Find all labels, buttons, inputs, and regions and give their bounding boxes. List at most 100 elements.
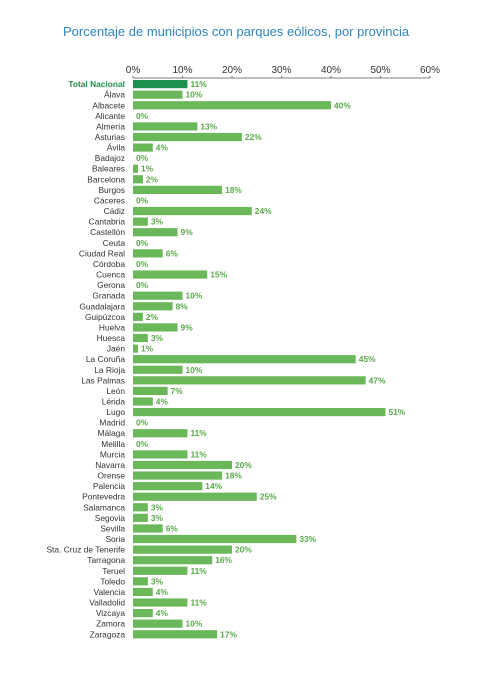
x-tick-label: 40% (321, 65, 341, 76)
category-label: Tarragona (87, 555, 125, 565)
category-label: Soria (105, 534, 125, 544)
value-label: 11% (190, 79, 207, 89)
category-label: Sevilla (100, 523, 125, 533)
value-label: 10% (186, 365, 203, 375)
category-label: Palencia (93, 481, 125, 491)
category-label: Guipúzcoa (85, 312, 125, 322)
category-label: Jaén (107, 344, 126, 354)
x-tick-label: 30% (271, 65, 291, 76)
value-label: 2% (146, 174, 159, 184)
value-label: 4% (156, 143, 169, 153)
bar (133, 312, 143, 321)
bar (133, 460, 232, 470)
category-label: Alicante (95, 111, 125, 121)
value-label: 9% (181, 227, 194, 237)
category-label: Teruel (102, 566, 125, 576)
category-label: Cantabria (89, 217, 126, 227)
bar (133, 323, 178, 332)
value-label: 20% (235, 545, 252, 555)
bar (133, 206, 252, 216)
category-label: Zamora (96, 619, 125, 629)
category-label: Navarra (95, 460, 125, 470)
category-label: Baleares (92, 164, 125, 174)
bar (133, 524, 163, 533)
bar (133, 450, 188, 459)
bar (133, 90, 183, 99)
category-label: Barcelona (87, 174, 125, 184)
bar (133, 503, 148, 512)
bar (133, 80, 188, 89)
bar (133, 185, 223, 194)
bar (133, 101, 331, 110)
bar (133, 407, 386, 417)
value-label: 3% (151, 502, 164, 512)
category-label: Asturias (95, 132, 125, 142)
category-label: Lérida (102, 397, 126, 407)
value-label: 22% (245, 132, 262, 142)
bar (133, 376, 366, 385)
bar (133, 619, 183, 628)
category-label: Cáceres (94, 195, 125, 205)
value-label: 8% (176, 301, 189, 311)
category-label: Huesca (97, 333, 126, 343)
category-label: Ceuta (103, 238, 126, 248)
bar (133, 333, 148, 343)
value-label: 6% (166, 523, 179, 533)
bar (133, 534, 297, 544)
value-label: 16% (215, 555, 232, 565)
value-label: 11% (190, 449, 207, 459)
value-label: 25% (260, 492, 277, 502)
bar (133, 302, 173, 311)
category-label: Ávila (107, 143, 125, 153)
bar (133, 132, 242, 142)
category-label: Valencia (93, 587, 125, 597)
category-label: León (106, 386, 125, 396)
bar (133, 556, 213, 565)
value-label: 45% (359, 354, 376, 364)
x-tick-label: 10% (172, 65, 192, 76)
value-labels: 11%10%40%0%13%22%4%0%1%2%18%0%24%3%9%0%6… (136, 79, 406, 639)
value-label: 9% (181, 322, 194, 332)
bar (133, 492, 257, 501)
category-label: Huelva (99, 322, 125, 332)
category-label: Zaragoza (90, 629, 126, 639)
value-label: 0% (136, 259, 149, 269)
value-label: 17% (220, 629, 237, 639)
value-label: 33% (299, 534, 316, 544)
bar (133, 344, 138, 353)
bar (133, 386, 168, 396)
category-label: Albacete (92, 100, 125, 110)
bar (133, 270, 208, 279)
value-label: 3% (151, 576, 164, 586)
bar (133, 482, 203, 491)
value-label: 0% (136, 111, 149, 121)
category-label: Segovia (95, 513, 126, 523)
bar (133, 429, 188, 438)
category-label: Burgos (98, 185, 125, 195)
category-label: Lugo (106, 407, 125, 417)
value-label: 0% (136, 280, 149, 290)
value-label: 0% (136, 238, 149, 248)
category-label: Gerona (97, 280, 125, 290)
value-label: 47% (369, 375, 386, 385)
category-label: Cuenca (96, 270, 125, 280)
value-label: 18% (225, 471, 242, 481)
category-label: Córdoba (93, 259, 125, 269)
bar (133, 365, 183, 374)
value-label: 11% (190, 566, 207, 576)
value-label: 6% (166, 248, 179, 258)
bar (133, 630, 218, 639)
bar (133, 471, 223, 480)
bar (133, 122, 198, 131)
value-label: 0% (136, 153, 149, 163)
bar (133, 397, 153, 406)
category-label: La Coruña (86, 354, 125, 364)
chart-title: Porcentaje de municipios con parques eól… (63, 24, 410, 39)
category-label: Sta. Cruz de Tenerife (46, 545, 125, 555)
value-label: 18% (225, 185, 242, 195)
bar (133, 577, 148, 586)
category-label: Murcia (100, 449, 125, 459)
bar (133, 587, 153, 597)
bar (133, 566, 188, 575)
